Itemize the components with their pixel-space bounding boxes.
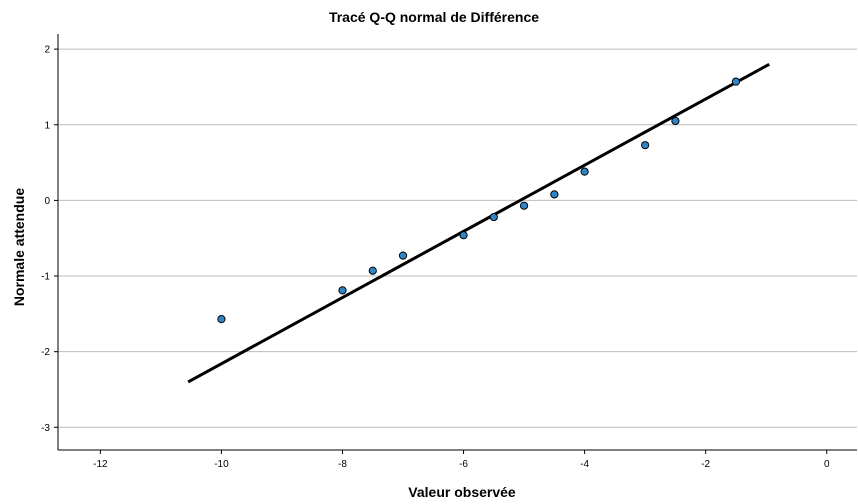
x-tick-label: -12 [93,459,108,470]
data-point [368,266,377,275]
x-tick-label: 0 [824,459,830,470]
x-tick-label: -10 [214,459,229,470]
grid-lines [58,48,857,428]
reference-line [187,62,770,384]
y-tick-label: -1 [41,272,50,283]
data-point [459,231,468,240]
x-tick-label: -4 [580,459,589,470]
x-tick-labels: -12 -10 -8 -6 -4 -2 0 [93,459,830,470]
y-tick-label: -3 [41,423,50,434]
chart-title: Tracé Q-Q normal de Différence [329,9,539,25]
data-points [217,77,741,324]
data-point [398,251,408,260]
data-point [641,141,650,150]
x-tick-label: -2 [701,459,710,470]
x-tick-label: -8 [338,459,347,470]
y-axis-label: Normale attendue [11,188,27,306]
x-axis-label: Valeur observée [408,484,516,500]
y-tick-labels: 2 1 0 -1 -2 -3 [41,45,50,434]
data-point [671,116,680,126]
y-tick-label: 2 [44,45,50,56]
data-point [489,212,498,222]
y-tick-label: 1 [44,120,50,131]
data-point [338,286,347,295]
data-point [217,315,226,324]
reference-line-group [187,62,770,384]
data-point [519,201,529,210]
data-point [550,190,559,199]
y-tick-label: 0 [44,196,50,207]
axes [54,34,857,454]
data-point [731,77,741,86]
x-tick-label: -6 [459,459,468,470]
y-tick-label: -2 [41,347,50,358]
data-point [580,167,589,176]
